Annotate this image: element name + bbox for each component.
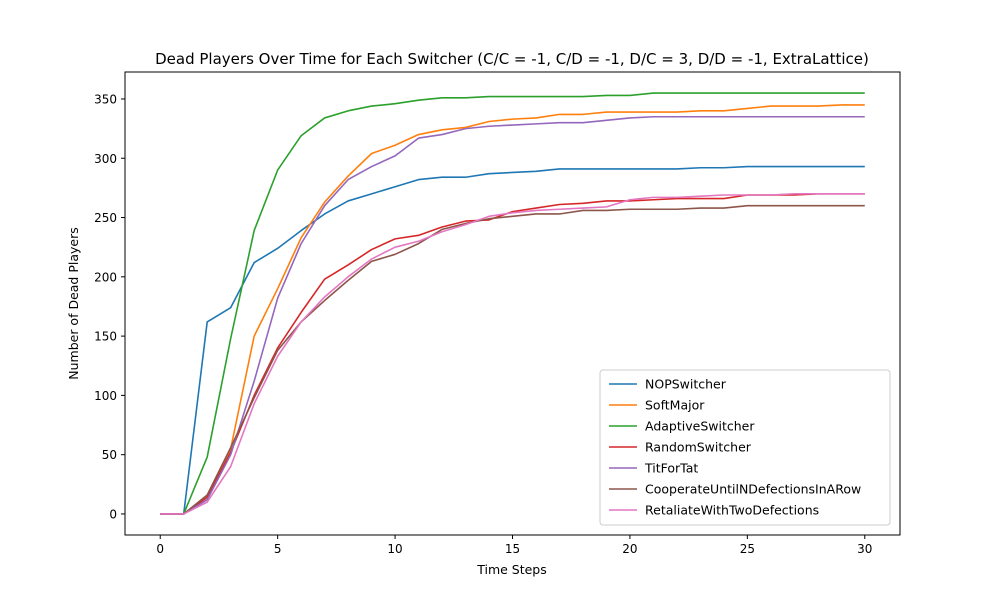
legend-label: RetaliateWithTwoDefections bbox=[645, 503, 819, 518]
series-line-4 bbox=[160, 115, 865, 515]
y-tick-label: 0 bbox=[109, 507, 117, 521]
x-tick-label: 30 bbox=[857, 542, 872, 556]
series-line-6 bbox=[160, 193, 865, 515]
series-line-5 bbox=[160, 204, 865, 515]
x-tick-label: 15 bbox=[505, 542, 520, 556]
x-tick-label: 25 bbox=[740, 542, 755, 556]
y-tick-label: 50 bbox=[102, 448, 117, 462]
x-tick-label: 20 bbox=[622, 542, 637, 556]
y-axis: 0 50 100 150 200 250 300 350 bbox=[94, 92, 125, 521]
x-tick-label: 5 bbox=[274, 542, 282, 556]
legend-box bbox=[599, 369, 891, 526]
y-tick-label: 150 bbox=[94, 330, 117, 344]
y-tick-label: 300 bbox=[94, 152, 117, 166]
x-axis-label: Time Steps bbox=[476, 562, 547, 577]
legend-label: SoftMajor bbox=[645, 398, 705, 413]
series-line-0 bbox=[160, 165, 865, 515]
y-tick-label: 250 bbox=[94, 211, 117, 225]
legend-label: CooperateUntilNDefectionsInARow bbox=[645, 482, 861, 497]
y-tick-label: 200 bbox=[94, 270, 117, 284]
x-axis: 0 5 10 15 20 25 30 bbox=[156, 535, 872, 556]
y-tick-label: 350 bbox=[94, 92, 117, 106]
legend-label: AdaptiveSwitcher bbox=[645, 419, 755, 434]
series-line-1 bbox=[160, 104, 865, 515]
x-tick-label: 0 bbox=[156, 542, 164, 556]
legend-label: NOPSwitcher bbox=[645, 377, 727, 392]
series-line-2 bbox=[160, 92, 865, 515]
legend-label: RandomSwitcher bbox=[645, 440, 752, 455]
x-tick-label: 10 bbox=[387, 542, 402, 556]
chart-title: Dead Players Over Time for Each Switcher… bbox=[155, 50, 869, 68]
legend: NOPSwitcher SoftMajor AdaptiveSwitcher Rand… bbox=[599, 369, 891, 526]
y-axis-label: Number of Dead Players bbox=[66, 227, 81, 380]
legend-label: TitForTat bbox=[644, 461, 698, 476]
y-tick-label: 100 bbox=[94, 389, 117, 403]
series-lines bbox=[160, 92, 865, 515]
